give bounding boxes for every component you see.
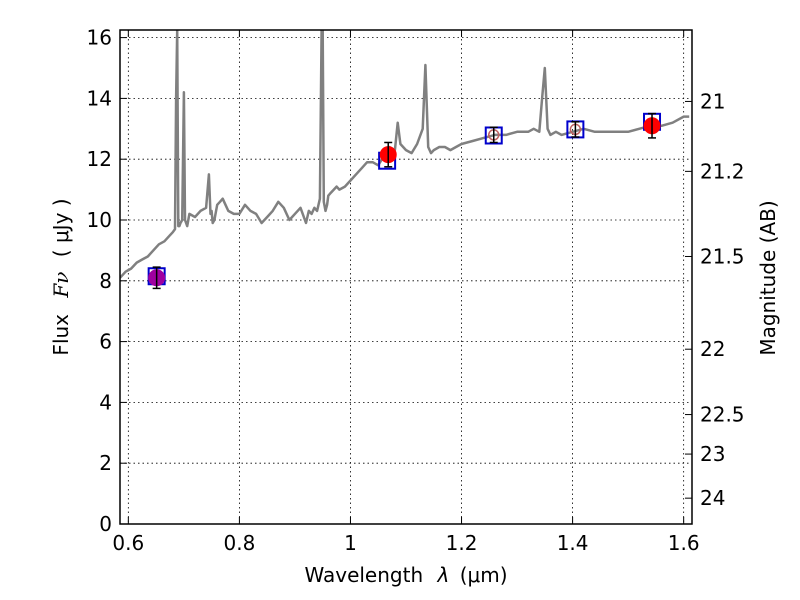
plot-frame	[119, 29, 693, 525]
x-axis-label-symbol: λ	[437, 563, 450, 587]
y-tick-label: 4	[99, 390, 112, 414]
spectrum-line	[120, 30, 690, 279]
y2-tick-label: 23	[700, 442, 725, 466]
y-tick-label: 0	[99, 512, 112, 536]
ticks	[120, 30, 692, 525]
y2-tick-label: 21.5	[700, 244, 745, 268]
x-axis-label: Wavelength λ (μm)	[304, 563, 507, 587]
x-axis-label-unit: (μm)	[460, 563, 508, 587]
observed-photometry	[148, 112, 661, 290]
x-tick-label: 1.2	[446, 531, 478, 555]
y-tick-label: 16	[87, 26, 112, 50]
y-tick-label: 6	[99, 330, 112, 354]
y-tick-label: 2	[99, 451, 112, 475]
y2-tick-label: 21.2	[700, 159, 745, 183]
x-axis-label-prefix: Wavelength	[304, 563, 423, 587]
x-tick-label: 1	[344, 531, 357, 555]
y-axis-label-symbol: Fν	[49, 272, 73, 299]
x-tick-label: 0.8	[223, 531, 255, 555]
tick-labels: 0.6 0.8 1 1.2 1.4 1.602468101214162121.221.52…	[87, 26, 745, 555]
x-tick-label: 0.6	[112, 531, 144, 555]
y-tick-label: 14	[87, 86, 112, 110]
synthetic-photometry	[147, 112, 662, 286]
y2-tick-label: 24	[700, 486, 725, 510]
y-tick-label: 8	[99, 269, 112, 293]
y2-tick-label: 21	[700, 89, 725, 113]
y-tick-label: 12	[87, 147, 112, 171]
y-axis-label: Flux Fν ( μJy )	[49, 198, 73, 355]
grid	[120, 30, 692, 525]
x-tick-label: 1.6	[668, 531, 700, 555]
y-axis-label-prefix: Flux	[49, 314, 73, 356]
y2-tick-label: 22	[700, 337, 725, 361]
y-axis-label-unit: ( μJy )	[49, 198, 73, 257]
x-tick-label: 1.4	[557, 531, 589, 555]
model-spectrum	[120, 30, 690, 279]
y2-tick-label: 22.5	[700, 403, 745, 427]
y-tick-label: 10	[87, 208, 112, 232]
y2-axis-label: Magnitude (AB)	[756, 200, 780, 355]
